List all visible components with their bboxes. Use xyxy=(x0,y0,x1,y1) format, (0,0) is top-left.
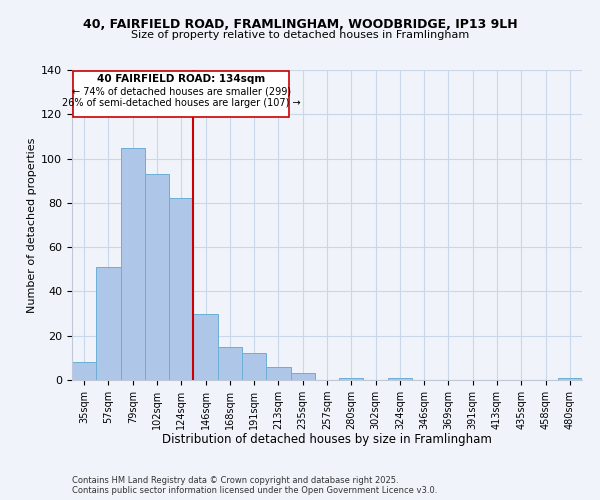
Text: 40 FAIRFIELD ROAD: 134sqm: 40 FAIRFIELD ROAD: 134sqm xyxy=(97,74,265,84)
Text: ← 74% of detached houses are smaller (299): ← 74% of detached houses are smaller (29… xyxy=(72,86,291,96)
Bar xyxy=(558,378,582,380)
Bar xyxy=(266,366,290,380)
Bar xyxy=(169,198,193,380)
Bar xyxy=(218,347,242,380)
Bar xyxy=(145,174,169,380)
Text: 26% of semi-detached houses are larger (107) →: 26% of semi-detached houses are larger (… xyxy=(62,98,301,108)
Bar xyxy=(72,362,96,380)
Y-axis label: Number of detached properties: Number of detached properties xyxy=(27,138,37,312)
Bar xyxy=(339,378,364,380)
Text: Contains HM Land Registry data © Crown copyright and database right 2025.: Contains HM Land Registry data © Crown c… xyxy=(72,476,398,485)
Bar xyxy=(121,148,145,380)
Text: Size of property relative to detached houses in Framlingham: Size of property relative to detached ho… xyxy=(131,30,469,40)
Bar xyxy=(290,374,315,380)
Bar xyxy=(96,267,121,380)
Text: 40, FAIRFIELD ROAD, FRAMLINGHAM, WOODBRIDGE, IP13 9LH: 40, FAIRFIELD ROAD, FRAMLINGHAM, WOODBRI… xyxy=(83,18,517,30)
Bar xyxy=(388,378,412,380)
Bar xyxy=(242,354,266,380)
X-axis label: Distribution of detached houses by size in Framlingham: Distribution of detached houses by size … xyxy=(162,434,492,446)
Bar xyxy=(193,314,218,380)
Text: Contains public sector information licensed under the Open Government Licence v3: Contains public sector information licen… xyxy=(72,486,437,495)
FancyBboxPatch shape xyxy=(73,71,289,117)
